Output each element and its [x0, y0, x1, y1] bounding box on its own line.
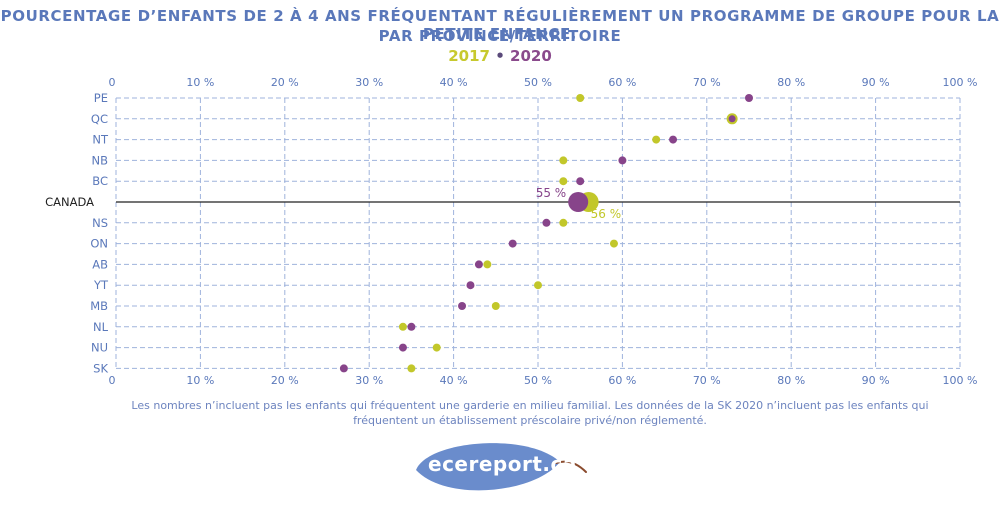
- x-tick-label-top: 30 %: [355, 76, 383, 89]
- x-tick-label-top: 100 %: [943, 76, 978, 89]
- x-tick-label-top: 70 %: [693, 76, 721, 89]
- dot-2017: [491, 302, 500, 310]
- legend-2017: 2017: [448, 47, 490, 65]
- dot-2020: [398, 343, 407, 352]
- legend-2020: 2020: [510, 47, 552, 65]
- x-tick-label-bottom: 40 %: [440, 374, 468, 387]
- chart-title-line2: PAR PROVINCE/TERRITOIRE: [378, 27, 622, 45]
- dot-2017: [407, 364, 416, 373]
- dot-2017: [559, 177, 568, 186]
- canada-2020-value-label: 55 %: [536, 186, 567, 200]
- x-tick-label-bottom: 0: [109, 374, 116, 387]
- x-tick-label-top: 60 %: [608, 76, 636, 89]
- x-tick-label-top: 40 %: [440, 76, 468, 89]
- dot-2017: [652, 135, 661, 144]
- x-tick-label-top: 90 %: [862, 76, 890, 89]
- dot-2020: [339, 364, 348, 373]
- category-label: YT: [93, 278, 109, 292]
- x-tick-label-top: 50 %: [524, 76, 552, 89]
- legend: 2017 • 2020: [0, 47, 1000, 65]
- x-tick-label-top: 80 %: [777, 76, 805, 89]
- dot-2017: [398, 322, 407, 331]
- category-label: ON: [90, 237, 108, 251]
- x-tick-label-bottom: 20 %: [271, 374, 299, 387]
- dot-2017: [576, 94, 585, 102]
- dot-2020: [669, 135, 678, 144]
- category-label: NU: [91, 341, 108, 355]
- dot-2020: [542, 218, 551, 227]
- x-tick-label-bottom: 60 %: [608, 374, 636, 387]
- x-tick-label-bottom: 50 %: [524, 374, 552, 387]
- dot-plot-chart: 0 0 10 % 10 % 20 % 20 % 30 % 30 % 40 % 40 % 50 % 50…: [45, 76, 978, 387]
- dot-2020: [466, 281, 475, 290]
- dot-2017: [559, 156, 568, 165]
- x-tick-label-bottom: 100 %: [943, 374, 978, 387]
- dot-2020: [576, 177, 585, 186]
- dot-2020: [407, 322, 416, 331]
- x-tick-label-top: 20 %: [271, 76, 299, 89]
- dot-2017: [609, 239, 618, 248]
- dot-2017: [559, 218, 568, 227]
- dot-2017: [432, 343, 441, 352]
- x-tick-label-top: 0: [109, 76, 116, 89]
- category-label: BC: [92, 174, 108, 188]
- dot-2020: [474, 260, 483, 269]
- chart-title-line1: POURCENTAGE D’ENFANTS DE 2 À 4 ANS FRÉQU…: [0, 7, 1000, 43]
- category-label: NT: [92, 133, 109, 147]
- legend-separator: •: [495, 47, 505, 65]
- category-label: PE: [94, 91, 108, 105]
- x-tick-label-bottom: 80 %: [777, 374, 805, 387]
- dot-2017: [534, 281, 542, 290]
- category-label: NS: [92, 216, 108, 230]
- x-tick-label-bottom: 30 %: [355, 374, 383, 387]
- dot-2020-canada: [568, 192, 589, 212]
- category-label: AB: [92, 257, 108, 271]
- category-label: QC: [91, 112, 108, 126]
- x-tick-label-top: 10 %: [186, 76, 214, 89]
- category-label: SK: [93, 361, 108, 375]
- dot-2017: [483, 260, 492, 269]
- category-label: NL: [93, 320, 109, 334]
- dot-2020: [458, 302, 467, 310]
- x-tick-label-bottom: 70 %: [693, 374, 721, 387]
- footnote: Les nombres n’incluent pas les enfants q…: [131, 399, 929, 427]
- canada-2017-value-label: 56 %: [591, 207, 622, 221]
- x-tick-label-bottom: 10 %: [186, 374, 214, 387]
- leaf-logo-icon: [416, 443, 587, 491]
- x-tick-label-bottom: 90 %: [862, 374, 890, 387]
- category-label: MB: [90, 299, 108, 313]
- category-label: NB: [92, 153, 109, 167]
- dot-2020: [745, 94, 753, 102]
- dot-2020: [508, 239, 517, 248]
- category-label: CANADA: [45, 195, 94, 209]
- dot-2020: [618, 156, 627, 165]
- logo-text: ecereport.ca: [428, 452, 577, 476]
- dot-2020: [728, 115, 736, 123]
